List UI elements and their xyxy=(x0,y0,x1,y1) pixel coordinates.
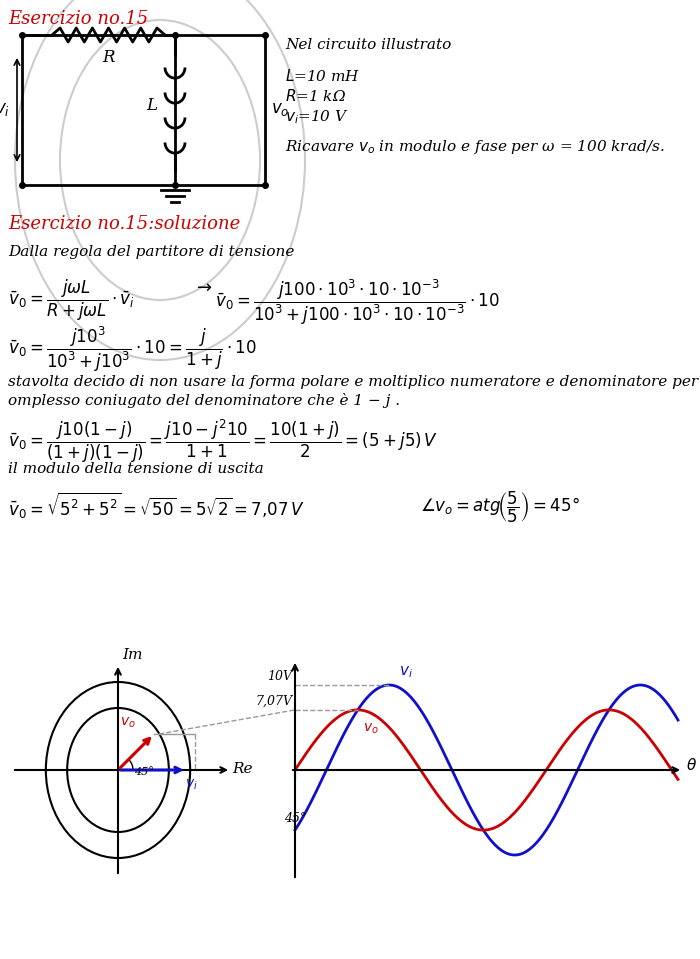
Text: Esercizio no.15: Esercizio no.15 xyxy=(8,10,148,28)
Text: $L$=10 mH: $L$=10 mH xyxy=(285,68,360,84)
Text: L: L xyxy=(146,97,157,113)
Text: $\bar{v}_0 = \dfrac{j\omega L}{R + j\omega L}\cdot\bar{v}_i$: $\bar{v}_0 = \dfrac{j\omega L}{R + j\ome… xyxy=(8,278,135,323)
Text: Nel circuito illustrato: Nel circuito illustrato xyxy=(285,38,452,52)
Text: $\bar{v}_0 = \dfrac{j100\cdot10^3\cdot10\cdot10^{-3}}{10^3 + j100\cdot10^3\cdot1: $\bar{v}_0 = \dfrac{j100\cdot10^3\cdot10… xyxy=(215,278,500,327)
Text: R: R xyxy=(102,49,115,66)
Text: 7,07V: 7,07V xyxy=(255,695,292,708)
Text: 10V: 10V xyxy=(267,670,292,683)
Text: Im: Im xyxy=(122,648,143,662)
Text: 45°: 45° xyxy=(284,812,306,825)
Text: $\rightarrow$: $\rightarrow$ xyxy=(193,278,213,296)
Text: $v_o$: $v_o$ xyxy=(120,715,136,730)
Text: $v_o$: $v_o$ xyxy=(363,722,379,737)
Text: $\theta = \omega t$: $\theta = \omega t$ xyxy=(686,757,700,773)
Text: $v_i$: $v_i$ xyxy=(185,778,197,792)
Text: Esercizio no.15:soluzione: Esercizio no.15:soluzione xyxy=(8,215,240,233)
Text: $v_i$=10 V: $v_i$=10 V xyxy=(285,108,349,126)
Text: $v_i$: $v_i$ xyxy=(0,102,10,119)
Text: Re: Re xyxy=(232,762,253,776)
Text: $\angle v_o = atg\!\left(\dfrac{5}{5}\right) = 45°$: $\angle v_o = atg\!\left(\dfrac{5}{5}\ri… xyxy=(420,490,580,526)
Text: Dalla regola del partitore di tensione: Dalla regola del partitore di tensione xyxy=(8,245,295,259)
Text: $v_o$: $v_o$ xyxy=(271,102,289,119)
Text: Ricavare $v_o$ in modulo e fase per ω = 100 krad/s.: Ricavare $v_o$ in modulo e fase per ω = … xyxy=(285,138,664,156)
Text: omplesso coniugato del denominatore che è 1 − j .: omplesso coniugato del denominatore che … xyxy=(8,393,400,408)
Text: $R$=1 kΩ: $R$=1 kΩ xyxy=(285,88,346,104)
Text: $\bar{v}_0 = \dfrac{j10(1-j)}{(1+j)(1-j)} = \dfrac{j10-j^2 10}{1+1} = \dfrac{10(: $\bar{v}_0 = \dfrac{j10(1-j)}{(1+j)(1-j)… xyxy=(8,418,438,465)
Text: 45°: 45° xyxy=(134,767,154,777)
Text: $v_i$: $v_i$ xyxy=(399,665,413,680)
Text: $\bar{v}_0 = \sqrt{5^2+5^2} = \sqrt{50} = 5\sqrt{2} = 7{,}07\,V$: $\bar{v}_0 = \sqrt{5^2+5^2} = \sqrt{50} … xyxy=(8,490,304,520)
Text: $\bar{v}_0 = \dfrac{j10^3}{10^3 + j10^3}\cdot10 = \dfrac{j}{1+j}\cdot10$: $\bar{v}_0 = \dfrac{j10^3}{10^3 + j10^3}… xyxy=(8,325,257,374)
Text: il modulo della tensione di uscita: il modulo della tensione di uscita xyxy=(8,462,264,476)
Text: stavolta decido di non usare la forma polare e moltiplico numeratore e denominat: stavolta decido di non usare la forma po… xyxy=(8,375,700,389)
